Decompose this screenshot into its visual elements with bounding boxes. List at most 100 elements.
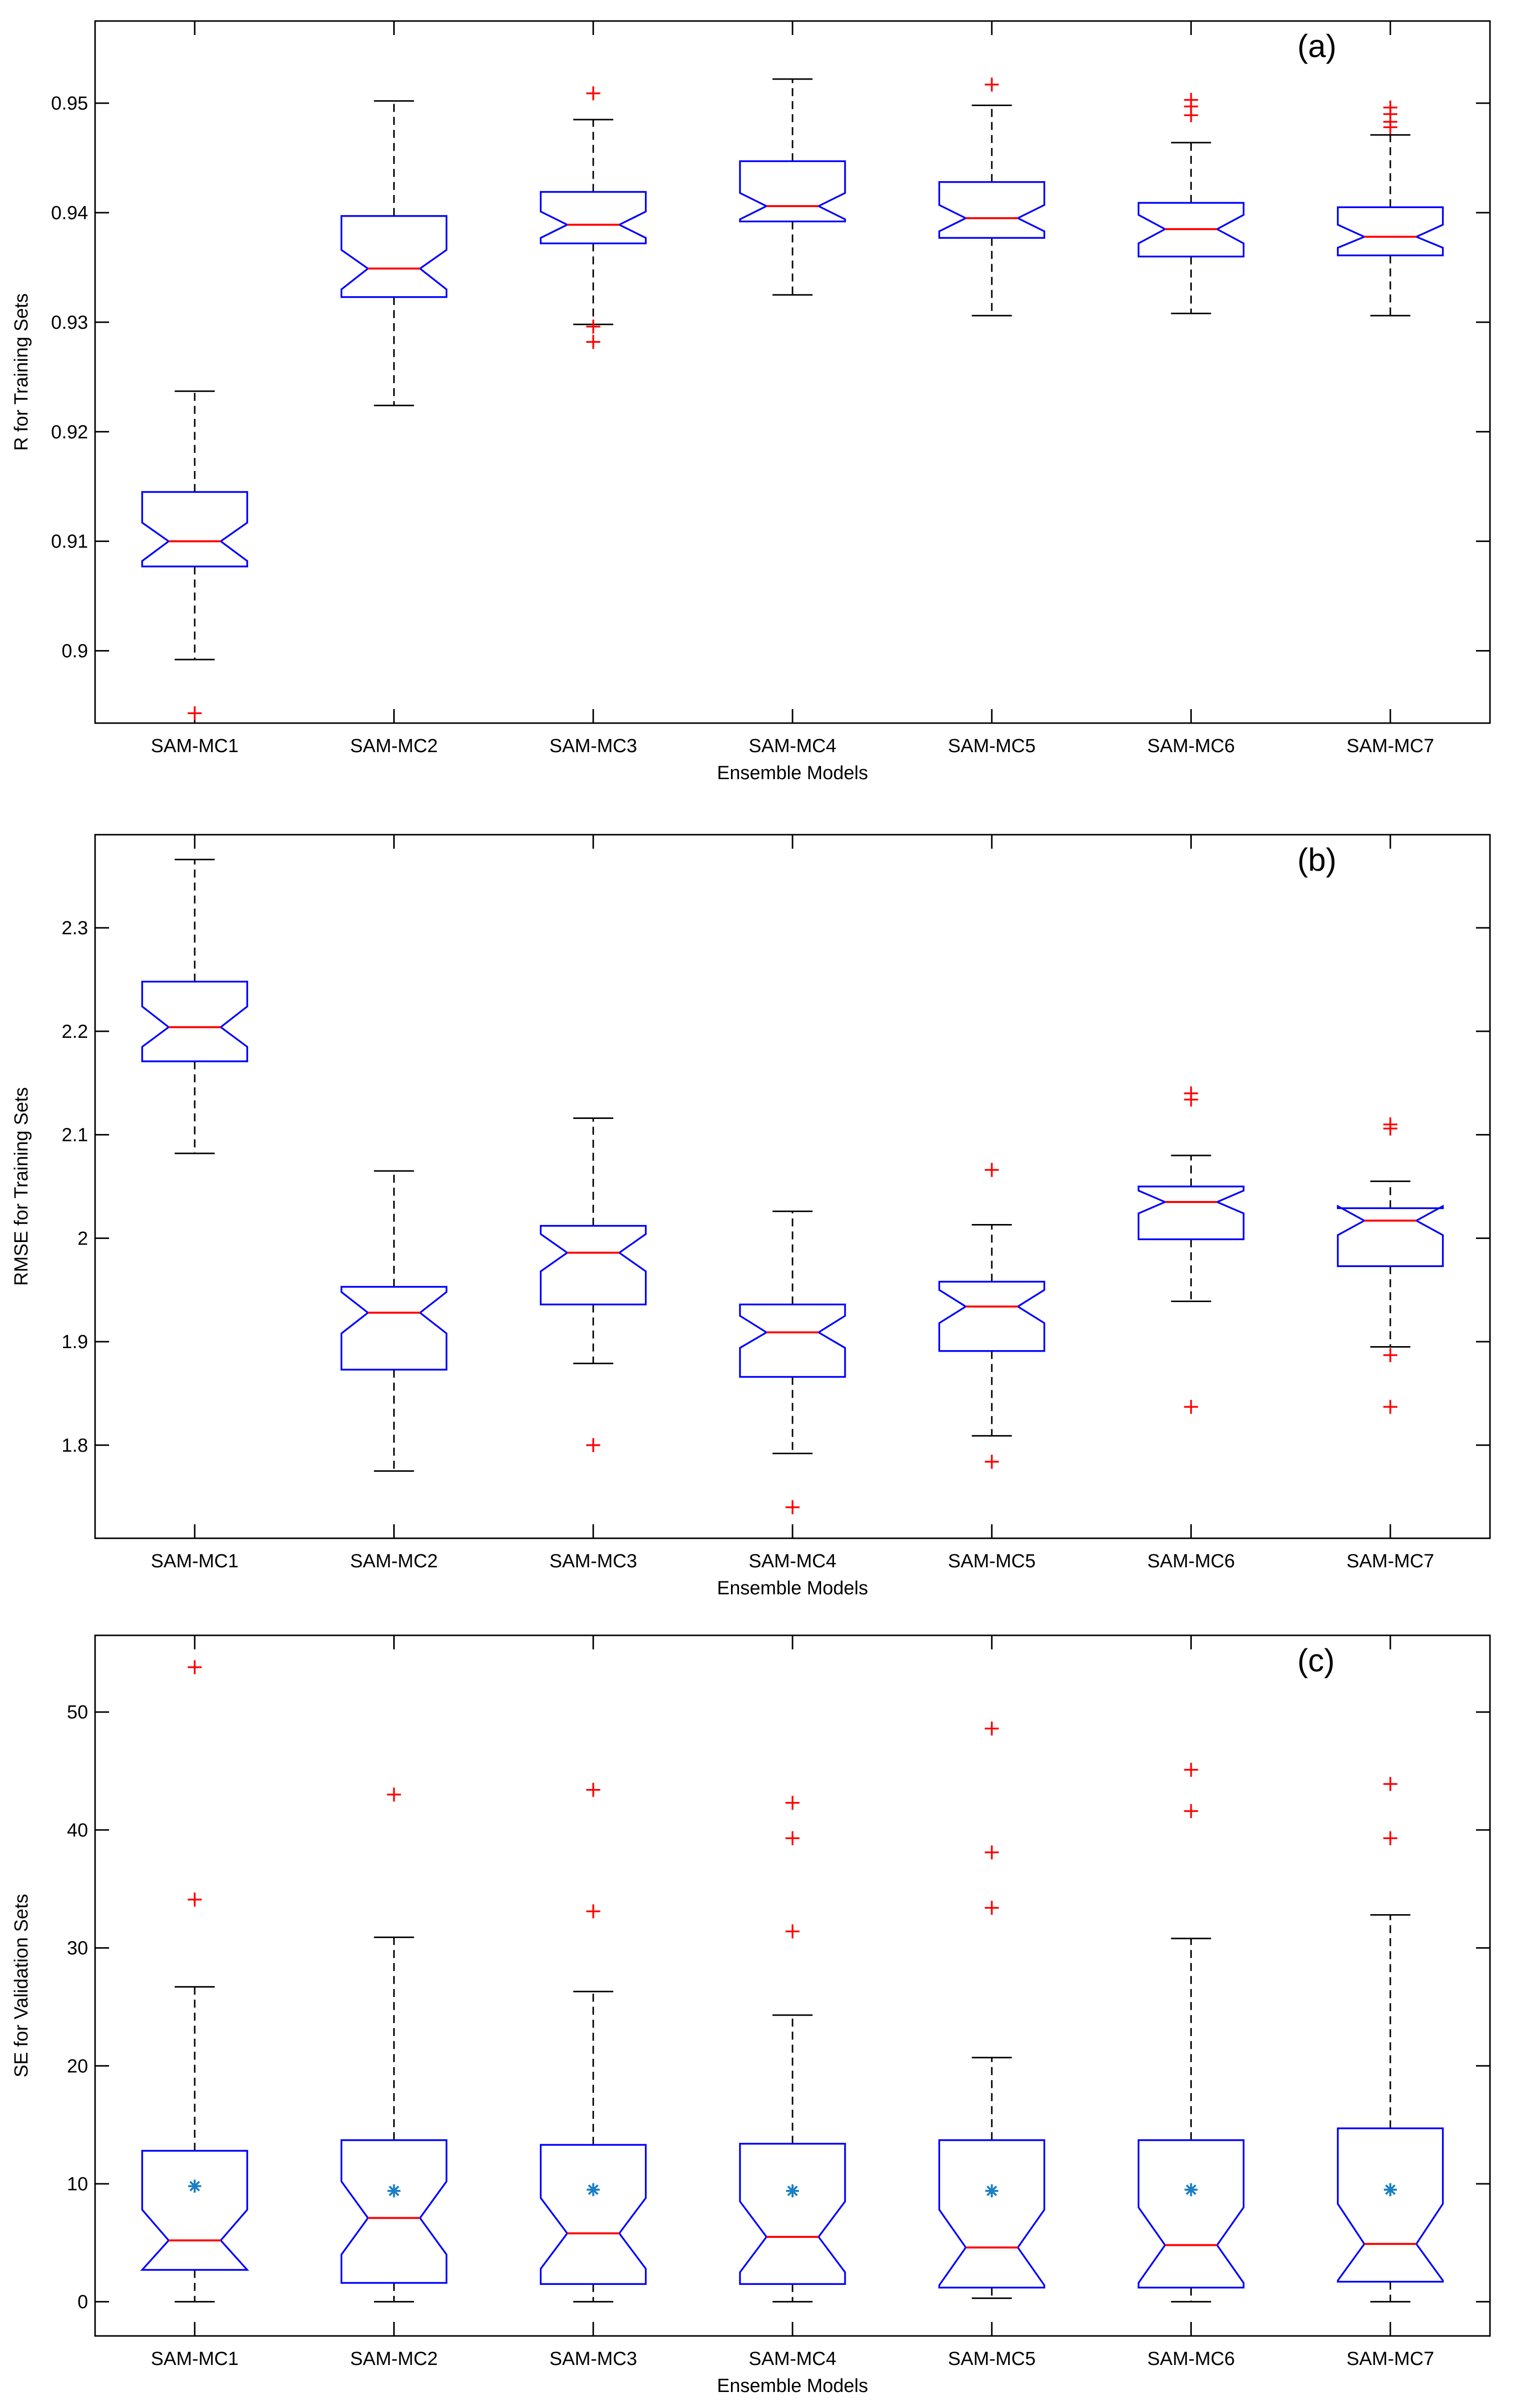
- y-tick-label: 40: [67, 1820, 88, 1841]
- box-SAM-MC3: [539, 1117, 647, 1452]
- y-axis-label: SE for Validation Sets: [11, 1894, 32, 2078]
- box-SAM-MC5: [938, 77, 1046, 317]
- mean-marker: [985, 2184, 999, 2198]
- mean-marker: [1383, 2183, 1397, 2196]
- outlier-point: [985, 77, 999, 92]
- outlier-point: [586, 1438, 600, 1452]
- x-tick-label: SAM-MC4: [748, 2348, 836, 2369]
- outlier-point: [786, 1831, 800, 1846]
- x-tick-label: SAM-MC3: [549, 736, 637, 757]
- box-SAM-MC5: [938, 1162, 1046, 1469]
- box-body: [140, 2150, 250, 2271]
- outlier-point: [188, 1892, 202, 1907]
- box-body: [340, 2139, 448, 2284]
- outlier-point: [1383, 1776, 1397, 1791]
- outlier-point: [1184, 1092, 1198, 1107]
- x-axis-label: Ensemble Models: [717, 1578, 868, 1599]
- outlier-point: [985, 1901, 999, 1915]
- x-tick-label: SAM-MC6: [1147, 736, 1235, 757]
- outlier-point: [985, 1721, 999, 1736]
- outlier-point: [586, 335, 600, 349]
- mean-marker-stroke: [388, 2185, 399, 2196]
- y-tick-label: 2.3: [62, 918, 88, 939]
- x-tick-label: SAM-MC2: [350, 1551, 438, 1572]
- chart-panel-3: 0 10 20 30 40 50 SAM-MC1 SAM-MC2 SAM-MC3 SAM-MC4 S…: [11, 1634, 1491, 2396]
- x-tick-label: SAM-MC7: [1346, 1551, 1434, 1572]
- box-SAM-MC2: [340, 1787, 448, 2303]
- outlier-point: [1383, 1400, 1397, 1414]
- y-tick-label: 1.8: [62, 1435, 88, 1456]
- outlier-point: [1184, 108, 1198, 123]
- mean-marker-stroke: [1385, 2184, 1396, 2195]
- x-tick-label: SAM-MC7: [1346, 736, 1434, 757]
- box-body: [539, 1225, 647, 1306]
- chart-panel-2: 1.8 1.9 2 2.1 2.2 2.3 SAM-MC1 SAM-MC2 SAM-MC3 SAM…: [11, 834, 1491, 1599]
- box-SAM-MC1: [141, 859, 248, 1154]
- y-axis-label: RMSE for Training Sets: [11, 1087, 32, 1286]
- mean-marker: [1184, 2183, 1198, 2196]
- box-SAM-MC4: [739, 1211, 846, 1514]
- y-tick-label: 0: [78, 2292, 88, 2313]
- x-tick-label: SAM-MC5: [948, 2348, 1036, 2369]
- outlier-point: [1383, 1348, 1397, 1363]
- outlier-point: [1184, 1400, 1198, 1414]
- box-SAM-MC3: [539, 1782, 647, 2303]
- mean-marker: [786, 2184, 799, 2198]
- outlier-point: [1383, 1121, 1397, 1136]
- y-tick-label: 20: [67, 2056, 88, 2077]
- outlier-point: [786, 1795, 800, 1810]
- x-tick-label: SAM-MC1: [151, 2348, 239, 2369]
- mean-marker-stroke: [588, 2184, 599, 2195]
- x-tick-label: SAM-MC5: [948, 736, 1036, 757]
- mean-marker: [586, 2183, 600, 2196]
- mean-marker: [188, 2179, 202, 2193]
- box-SAM-MC2: [340, 1170, 448, 1472]
- x-tick-label: SAM-MC5: [948, 1551, 1036, 1572]
- y-tick-label: 0.95: [51, 93, 88, 114]
- y-tick-label: 2: [78, 1228, 88, 1249]
- x-tick-label: SAM-MC7: [1346, 2348, 1434, 2369]
- box-body: [340, 1286, 448, 1371]
- y-axis-label: R for Training Sets: [11, 293, 32, 451]
- x-axis-label: Ensemble Models: [717, 2375, 868, 2396]
- outlier-point: [586, 1782, 600, 1797]
- x-tick-label: SAM-MC2: [350, 2348, 438, 2369]
- box-SAM-MC7: [1337, 1117, 1444, 1414]
- outlier-point: [985, 1454, 999, 1469]
- box-body: [1337, 2127, 1444, 2283]
- box-body: [340, 215, 448, 298]
- y-tick-label: 0.92: [51, 422, 88, 443]
- outlier-point: [1383, 120, 1397, 135]
- y-tick-label: 0.91: [51, 531, 88, 552]
- x-tick-label: SAM-MC3: [549, 2348, 637, 2369]
- box-SAM-MC7: [1337, 100, 1444, 317]
- outlier-point: [188, 706, 202, 721]
- y-tick-label: 10: [67, 2174, 88, 2195]
- y-tick-label: 2.2: [62, 1021, 88, 1042]
- box-SAM-MC6: [1137, 1762, 1245, 2303]
- x-axis-label: Ensemble Models: [717, 763, 868, 784]
- box-body: [1137, 1185, 1245, 1241]
- panel-label: (c): [1297, 1642, 1335, 1678]
- box-SAM-MC1: [141, 390, 248, 721]
- mean-marker: [387, 2184, 401, 2198]
- box-SAM-MC2: [340, 100, 448, 406]
- panel-label: (b): [1297, 842, 1336, 878]
- box-body: [1137, 2139, 1245, 2289]
- outlier-point: [786, 1500, 800, 1514]
- box-SAM-MC1: [140, 1660, 250, 2303]
- chart-panel-1: 0.9 0.91 0.92 0.93 0.94 0.95 SAM-MC1 SAM-MC2 SAM…: [11, 20, 1491, 784]
- x-tick-label: SAM-MC6: [1147, 1551, 1235, 1572]
- y-tick-label: 30: [67, 1938, 88, 1959]
- outlier-point: [1383, 1831, 1397, 1846]
- box-SAM-MC4: [739, 78, 846, 296]
- box-SAM-MC6: [1137, 93, 1245, 314]
- x-tick-label: SAM-MC2: [350, 736, 438, 757]
- box-body: [739, 160, 846, 223]
- x-tick-label: SAM-MC6: [1147, 2348, 1235, 2369]
- outlier-point: [586, 1904, 600, 1919]
- mean-marker-stroke: [787, 2185, 798, 2196]
- outlier-point: [586, 86, 600, 101]
- box-body: [141, 491, 248, 567]
